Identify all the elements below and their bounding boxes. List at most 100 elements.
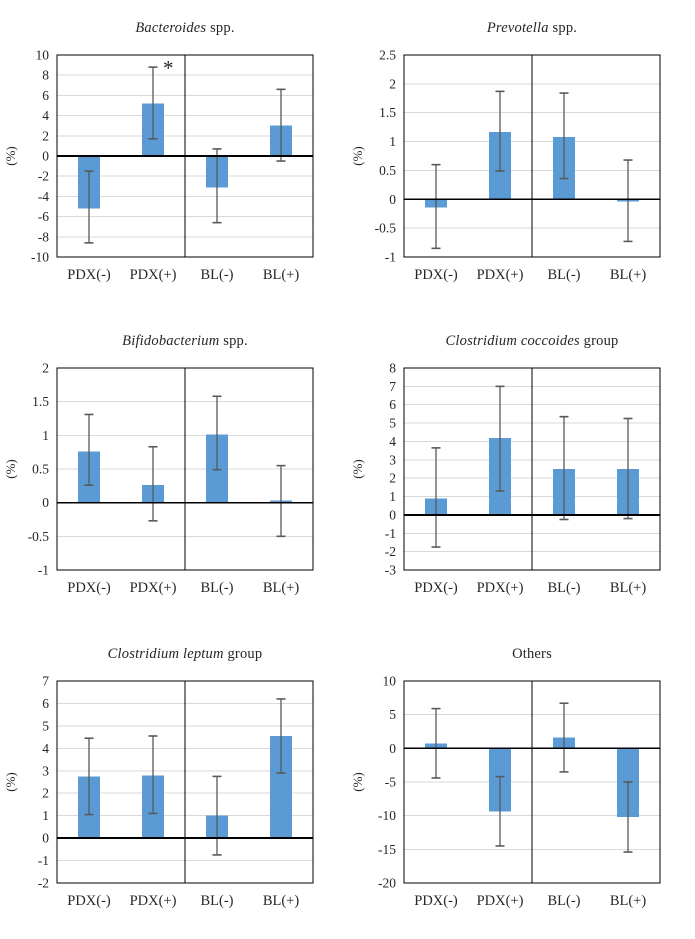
chart-title: Others	[404, 646, 660, 663]
bar-chart-svg-bacteroides: -10 -8 -6 -4 -2 0 2 4 6 8 10 PDX(-) PDX(+) BL(-) BL(+)…	[3, 48, 314, 283]
x-category-label: BL(+)	[263, 893, 300, 909]
chart-title-genus: Clostridium coccoides	[445, 333, 580, 349]
x-category-label: PDX(+)	[477, 893, 524, 909]
x-category-label: BL(-)	[547, 893, 580, 909]
x-category-label: BL(-)	[547, 267, 580, 283]
y-tick-label: 0	[42, 495, 49, 510]
plot-border	[403, 680, 661, 884]
x-category-label: BL(-)	[200, 893, 233, 909]
y-axis-title: (%)	[3, 772, 18, 792]
y-tick-label: 8	[42, 68, 49, 83]
y-tick-label: 10	[383, 674, 397, 689]
y-tick-label: 6	[42, 696, 49, 711]
y-tick-label: -8	[38, 229, 49, 244]
chart-title-genus: Prevotella	[486, 20, 549, 36]
bar-BL(+)	[270, 735, 292, 839]
y-tick-label: -20	[378, 876, 396, 891]
chart-title: Bifidobacterium spp.	[57, 333, 313, 350]
chart-title-rest: spp.	[548, 20, 578, 36]
chart-title: Prevotella spp.	[404, 20, 660, 37]
y-tick-label: -1	[385, 250, 396, 265]
y-tick-label: 8	[389, 361, 396, 376]
bar-chart-svg-prevotella: -1 -0.5 0 0.5 1 1.5 2 2.5 PDX(-) PDX(+) BL(-) BL(+)…	[350, 48, 661, 283]
y-axis-title: (%)	[350, 146, 365, 166]
chart-title-rest: Others	[512, 646, 552, 662]
plot-border	[56, 367, 314, 571]
x-category-label: BL(+)	[610, 893, 647, 909]
y-tick-label: 1	[42, 808, 49, 823]
x-category-label: BL(-)	[200, 267, 233, 283]
y-tick-label: -2	[385, 544, 396, 559]
y-tick-label: 0.5	[379, 163, 396, 178]
y-tick-label: -10	[378, 808, 396, 823]
y-tick-label: 2	[389, 471, 396, 486]
x-category-label: BL(-)	[200, 580, 233, 596]
y-tick-label: 2	[389, 76, 396, 91]
y-axis-title: (%)	[3, 146, 18, 166]
x-category-label: PDX(+)	[477, 580, 524, 596]
plot-border	[403, 367, 661, 571]
y-tick-label: 4	[42, 741, 49, 756]
y-tick-label: 5	[389, 416, 396, 431]
y-tick-label: 1	[389, 489, 396, 504]
chart-title-rest: spp.	[219, 333, 248, 349]
x-category-label: PDX(-)	[67, 580, 111, 596]
plot-border	[56, 680, 314, 884]
bar-chart-svg-others: -20 -15 -10 -5 0 5 10 PDX(-) PDX(+) BL(-) BL(+) (%)	[350, 674, 661, 909]
x-category-label: BL(+)	[610, 580, 647, 596]
chart-title-rest: group	[223, 646, 263, 662]
x-category-label: PDX(-)	[67, 267, 111, 283]
x-category-label: PDX(+)	[130, 893, 177, 909]
y-tick-label: 2	[42, 361, 49, 376]
y-tick-label: -2	[38, 169, 49, 184]
y-tick-label: 2	[42, 786, 49, 801]
x-category-label: PDX(-)	[67, 893, 111, 909]
chart-panel-clostridium-leptum: Clostridium leptum group -2 -1 0 1 2 3 4 5 6 7 PDX…	[0, 626, 347, 939]
chart-title-genus: Clostridium leptum	[107, 646, 224, 662]
chart-panel-prevotella: Prevotella spp. -1 -0.5 0 0.5 1 1.5 2 2.5 PDX(-)…	[347, 0, 695, 313]
y-tick-label: -2	[38, 876, 49, 891]
chart-panel-others: Others -20 -15 -10 -5 0 5 10 PDX(-) PDX(+) BL(-) B…	[347, 626, 695, 939]
y-axis-title: (%)	[350, 772, 365, 792]
chart-title-genus: Bifidobacterium	[122, 333, 220, 349]
y-tick-label: -1	[385, 526, 396, 541]
chart-panel-bacteroides: Bacteroides spp. -10 -8 -6 -4 -2 0 2 4 6 8 10 PDX(-…	[0, 0, 347, 313]
y-tick-label: -5	[385, 775, 396, 790]
chart-title-genus: Bacteroides	[135, 20, 207, 36]
y-tick-label: -3	[385, 563, 396, 578]
x-category-label: BL(+)	[610, 267, 647, 283]
y-tick-label: 0	[42, 831, 49, 846]
y-tick-label: -0.5	[28, 529, 50, 544]
x-category-label: PDX(-)	[414, 580, 458, 596]
y-tick-label: 0	[389, 192, 396, 207]
chart-panel-clostridium-coccoides: Clostridium coccoides group -3 -2 -1 0 1 2 3 4 5…	[347, 313, 695, 626]
y-tick-label: 6	[42, 88, 49, 103]
y-tick-label: 4	[42, 108, 49, 123]
plot-border	[403, 54, 661, 258]
bar-chart-svg-bifidobacterium: -1 -0.5 0 0.5 1 1.5 2 PDX(-) PDX(+) BL(-) BL(+) (%)	[3, 361, 314, 596]
y-tick-label: 10	[36, 48, 50, 63]
chart-title-rest: spp.	[206, 20, 235, 36]
chart-title: Clostridium leptum group	[57, 646, 313, 663]
y-tick-label: 0.5	[32, 462, 49, 477]
y-tick-label: -10	[31, 250, 49, 265]
x-category-label: BL(+)	[263, 580, 300, 596]
plot-border	[56, 54, 314, 258]
x-category-label: PDX(+)	[130, 267, 177, 283]
y-axis-title: (%)	[350, 459, 365, 479]
y-tick-label: -1	[38, 563, 49, 578]
y-tick-label: 5	[389, 707, 396, 722]
chart-title-rest: group	[579, 333, 619, 349]
x-category-label: BL(+)	[263, 267, 300, 283]
y-tick-label: 1	[389, 134, 396, 149]
y-tick-label: 7	[389, 379, 396, 394]
y-tick-label: 0	[389, 507, 396, 522]
chart-panel-bifidobacterium: Bifidobacterium spp. -1 -0.5 0 0.5 1 1.5 2 PDX(…	[0, 313, 347, 626]
y-tick-label: 7	[42, 674, 49, 689]
bar-chart-svg-clostridium-leptum: -2 -1 0 1 2 3 4 5 6 7 PDX(-) PDX(+) BL(-) BL(+) (%)	[3, 674, 314, 909]
y-tick-label: -4	[38, 189, 49, 204]
x-category-label: PDX(-)	[414, 893, 458, 909]
x-category-label: PDX(+)	[477, 267, 524, 283]
y-tick-label: 4	[389, 434, 396, 449]
chart-title: Clostridium coccoides group	[404, 333, 660, 350]
